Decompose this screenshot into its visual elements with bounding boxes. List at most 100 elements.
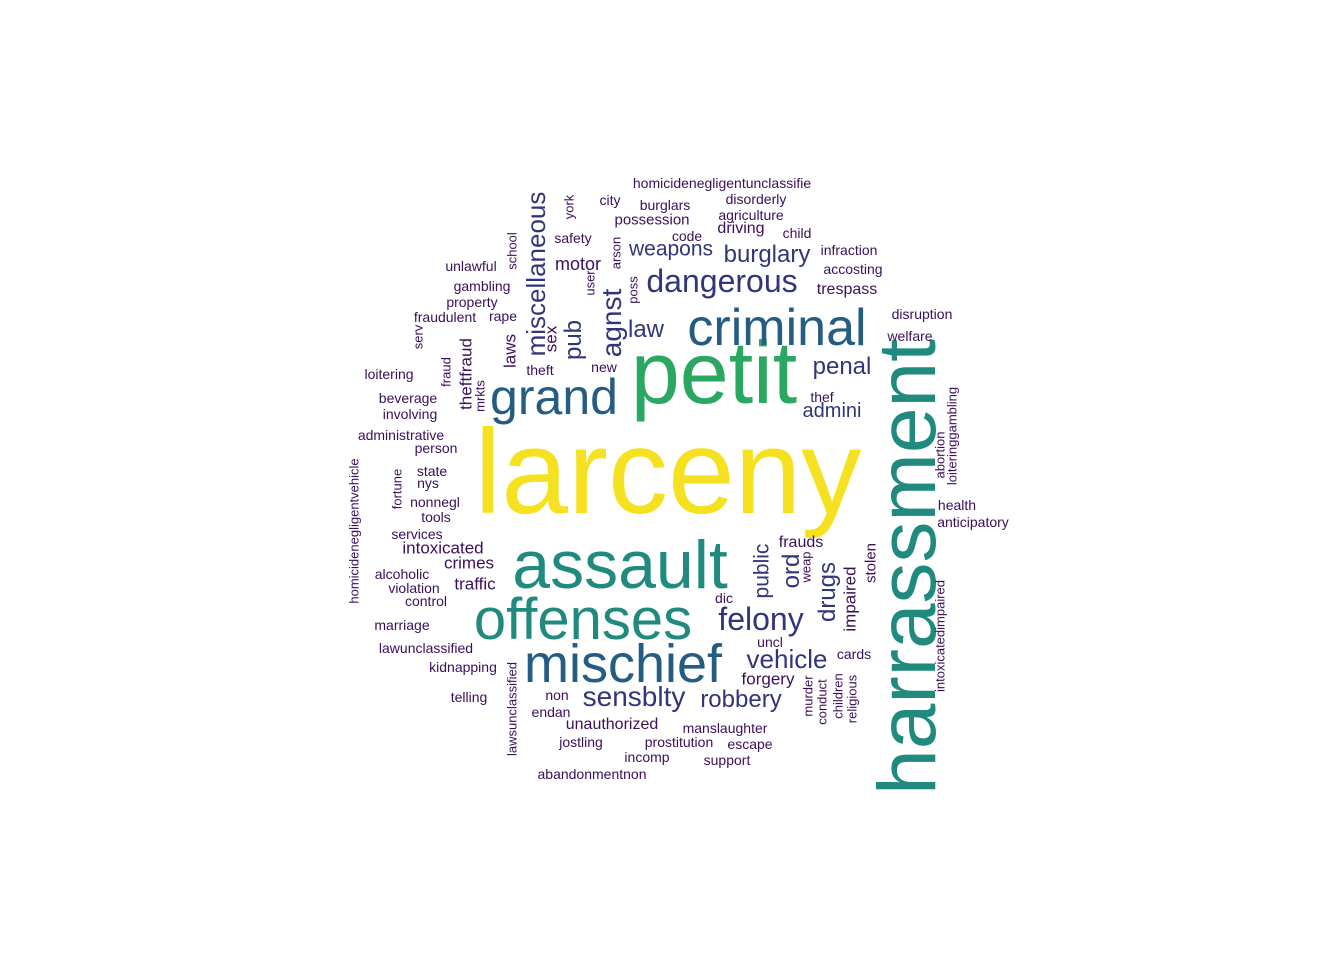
word-school: school xyxy=(504,232,520,270)
word-intoxicatedimpaired: intoxicatedimpaired xyxy=(932,579,948,693)
word-sensblty: sensblty xyxy=(582,681,686,712)
word-drugs: drugs xyxy=(814,561,841,623)
word-uncl: uncl xyxy=(757,634,783,650)
word-pub: pub xyxy=(560,319,587,361)
word-lawunclassified: lawunclassified xyxy=(378,640,474,656)
word-disruption: disruption xyxy=(891,306,953,322)
word-child: child xyxy=(782,225,812,241)
word-unauthorized: unauthorized xyxy=(565,716,659,733)
word-motor: motor xyxy=(554,254,602,274)
word-impaired: impaired xyxy=(840,566,860,632)
word-criminal: criminal xyxy=(687,299,867,357)
word-mrkts: mrkts xyxy=(472,380,488,412)
word-beverage: beverage xyxy=(378,390,438,406)
word-religious: religious xyxy=(844,674,860,724)
word-involving: involving xyxy=(382,406,438,422)
word-petit: petit xyxy=(630,323,798,422)
word-cards: cards xyxy=(836,646,872,662)
word-user: user xyxy=(582,270,598,296)
word-anticipatory: anticipatory xyxy=(937,514,1009,530)
word-murder: murder xyxy=(800,675,816,717)
word-weap: weap xyxy=(798,551,814,583)
word-frauds: frauds xyxy=(778,534,824,551)
word-tools: tools xyxy=(421,509,451,525)
word-disorderly: disorderly xyxy=(725,191,787,207)
word-driving: driving xyxy=(717,220,765,237)
word-safety: safety xyxy=(554,230,592,246)
word-unlawful: unlawful xyxy=(445,258,497,274)
word-laws: laws xyxy=(500,333,520,369)
word-admini: admini xyxy=(802,400,862,422)
word-health: health xyxy=(937,497,977,513)
word-fraudulent: fraudulent xyxy=(413,309,477,325)
word-rape: rape xyxy=(488,308,518,324)
word-children: children xyxy=(830,673,846,719)
word-city: city xyxy=(599,192,621,208)
word-agriculture: agriculture xyxy=(718,207,784,223)
word-theft: theft xyxy=(526,362,554,378)
word-state: state xyxy=(416,463,448,479)
word-weapons: weapons xyxy=(628,237,714,261)
word-telling: telling xyxy=(450,689,488,705)
word-homicidenegligentvehicle: homicidenegligentvehicle xyxy=(346,458,362,604)
word-loitering: loitering xyxy=(364,366,414,382)
word-infraction: infraction xyxy=(820,242,878,258)
word-kidnapping: kidnapping xyxy=(429,659,497,675)
word-new: new xyxy=(591,359,617,375)
word-incomp: incomp xyxy=(624,749,670,765)
word-non: non xyxy=(545,687,569,703)
word-administrative: administrative xyxy=(357,427,445,443)
word-agnst: agnst xyxy=(596,288,627,358)
word-public: public xyxy=(750,543,774,599)
word-manslaughter: manslaughter xyxy=(682,720,768,736)
word-stolen: stolen xyxy=(862,542,880,584)
word-person: person xyxy=(414,440,458,456)
word-york: york xyxy=(561,194,577,220)
word-nys: nys xyxy=(417,475,439,491)
word-services: services xyxy=(391,526,443,542)
word-burglars: burglars xyxy=(639,197,691,213)
word-poss: poss xyxy=(625,276,641,304)
word-nonnegl: nonnegl xyxy=(410,494,460,510)
word-robbery: robbery xyxy=(700,686,782,713)
word-thef: thef xyxy=(810,389,834,405)
word-mischief: mischief xyxy=(523,634,723,694)
word-conduct: conduct xyxy=(814,679,830,725)
word-control: control xyxy=(404,593,448,609)
word-larceny: larceny xyxy=(474,405,862,539)
word-marriage: marriage xyxy=(374,617,430,633)
word-vehicle: vehicle xyxy=(746,644,828,674)
word-crimes: crimes xyxy=(443,553,495,573)
word-forgery: forgery xyxy=(741,669,795,689)
word-penal: penal xyxy=(812,353,872,380)
word-assault: assault xyxy=(512,527,728,603)
word-law: law xyxy=(627,316,665,343)
word-sex: sex xyxy=(541,325,561,353)
word-jostling: jostling xyxy=(559,734,603,750)
word-grand: grand xyxy=(490,369,618,425)
word-dic: dic xyxy=(715,590,733,606)
word-offenses: offenses xyxy=(473,587,693,652)
word-homicidenegligentunclassifie: homicidenegligentunclassifie xyxy=(632,175,812,191)
word-trespass: trespass xyxy=(816,281,878,298)
word-prostitution: prostitution xyxy=(644,734,714,750)
word-code: code xyxy=(671,228,703,244)
word-violation: violation xyxy=(388,580,440,596)
word-serv: serv xyxy=(410,324,426,350)
word-abortion: abortion xyxy=(932,431,948,479)
word-endan: endan xyxy=(531,704,571,720)
word-dangerous: dangerous xyxy=(646,263,798,299)
word-alcoholic: alcoholic xyxy=(374,566,430,582)
word-arson: arson xyxy=(608,236,624,270)
word-burglary: burglary xyxy=(723,241,811,268)
word-intoxicated: intoxicated xyxy=(402,538,484,558)
word-possession: possession xyxy=(614,211,690,229)
word-fraud: fraud xyxy=(438,357,454,387)
word-welfare: welfare xyxy=(887,328,933,344)
word-support: support xyxy=(703,752,751,768)
word-accosting: accosting xyxy=(823,261,883,277)
word-fortune: fortune xyxy=(389,468,405,510)
word-lawsunclassified: lawsunclassified xyxy=(504,662,520,756)
word-escape: escape xyxy=(727,736,773,752)
